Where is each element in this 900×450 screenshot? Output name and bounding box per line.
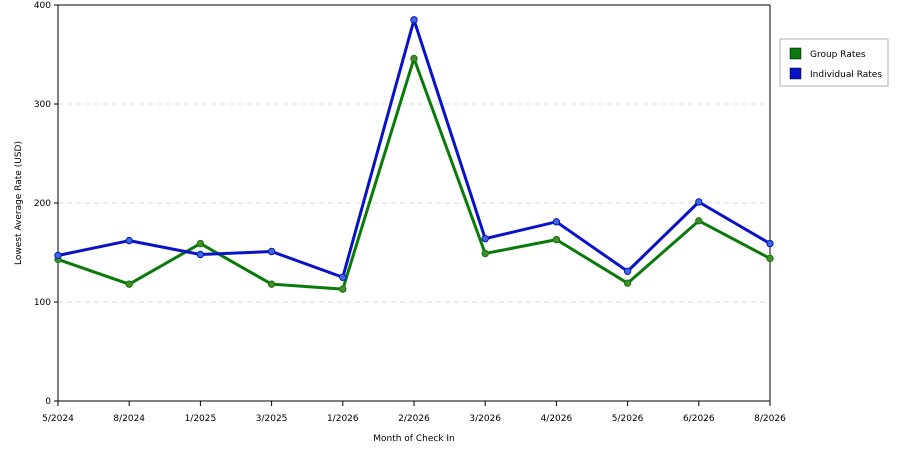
data-point-individual-rates-5 xyxy=(410,16,418,24)
x-axis-title: Month of Check In xyxy=(373,434,455,444)
data-point-individual-rates-1 xyxy=(125,236,133,245)
data-point-group-rates-7 xyxy=(552,235,561,244)
legend-swatch-individual-rates xyxy=(789,67,802,80)
data-point-group-rates-8 xyxy=(623,279,632,287)
x-tick-label-10: 8/2026 xyxy=(754,414,786,424)
data-point-individual-rates-8 xyxy=(623,267,632,276)
data-point-individual-rates-2 xyxy=(196,250,205,259)
data-point-group-rates-4 xyxy=(339,285,347,293)
data-point-group-rates-3 xyxy=(267,280,276,288)
x-tick-label-0: 5/2024 xyxy=(42,414,74,424)
tick-labels: 0 100 200 300 400 5/2024 8/2024 1/2025 3/2025 1/2… xyxy=(34,1,786,424)
x-tick-label-7: 4/2026 xyxy=(541,414,573,424)
x-tick-label-8: 5/2026 xyxy=(612,414,644,424)
y-tick-label-400: 400 xyxy=(34,1,51,11)
x-tick-label-1: 8/2024 xyxy=(113,414,145,424)
data-point-group-rates-5 xyxy=(410,54,418,63)
data-point-individual-rates-7 xyxy=(552,218,561,226)
y-tick-label-300: 300 xyxy=(34,100,51,110)
data-point-group-rates-1 xyxy=(125,280,133,288)
series-lines xyxy=(54,16,774,293)
axes xyxy=(54,4,771,406)
y-tick-label-0: 0 xyxy=(45,397,51,407)
data-point-group-rates-6 xyxy=(481,249,489,258)
data-point-individual-rates-9 xyxy=(695,198,703,206)
y-tick-label-100: 100 xyxy=(34,298,51,308)
data-point-individual-rates-0 xyxy=(54,251,62,260)
data-point-individual-rates-10 xyxy=(766,239,774,248)
legend-swatch-group-rates xyxy=(789,47,802,60)
x-tick-label-4: 1/2026 xyxy=(327,414,359,424)
legend-label-group-rates: Group Rates xyxy=(810,50,866,60)
data-point-individual-rates-6 xyxy=(481,234,489,243)
y-tick-label-200: 200 xyxy=(34,199,51,209)
x-tick-label-2: 1/2025 xyxy=(185,414,217,424)
series-line-group-rates xyxy=(56,56,772,291)
legend: Group Rates Individual Rates xyxy=(779,38,889,87)
data-point-group-rates-2 xyxy=(196,239,205,248)
x-tick-label-9: 6/2026 xyxy=(683,414,715,424)
data-point-individual-rates-4 xyxy=(339,273,347,281)
legend-label-individual-rates: Individual Rates xyxy=(810,70,882,80)
y-axis-title: Lowest Average Rate (USD) xyxy=(14,141,24,265)
data-point-group-rates-10 xyxy=(766,254,774,263)
grid-lines xyxy=(58,103,770,303)
data-point-group-rates-9 xyxy=(695,217,703,225)
x-tick-label-6: 3/2026 xyxy=(469,414,501,424)
x-tick-label-5: 2/2026 xyxy=(398,414,430,424)
x-tick-label-3: 3/2025 xyxy=(256,414,288,424)
data-point-individual-rates-3 xyxy=(267,247,276,256)
